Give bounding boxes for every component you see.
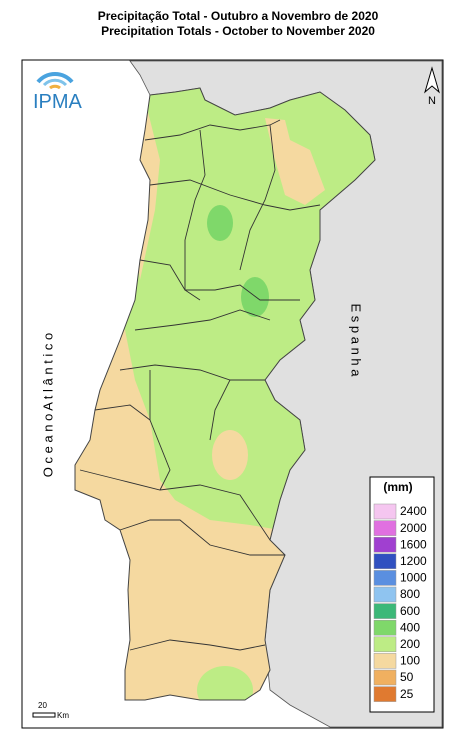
legend-label: 25: [400, 687, 414, 701]
legend-label: 600: [400, 604, 420, 618]
legend-label: 400: [400, 620, 420, 634]
scale-unit: Km: [57, 711, 69, 720]
legend-swatch: [373, 653, 397, 669]
legend-swatch: [373, 570, 397, 586]
spain-label: E s p a n h a: [349, 304, 364, 378]
legend-label: 2400: [400, 504, 427, 518]
logo-arc-2: [42, 78, 68, 87]
legend-swatch: [373, 553, 397, 570]
legend-label: 1000: [400, 571, 427, 585]
district-borders: [79, 119, 321, 651]
precip-400-a: [207, 205, 233, 241]
precip-400-b: [241, 277, 269, 317]
legend-swatch: [373, 603, 397, 619]
legend-label: 200: [400, 637, 420, 651]
legend-swatch: [373, 503, 397, 520]
legend-swatch: [373, 586, 397, 603]
scale-bar-rect: [32, 712, 56, 718]
legend-swatch: [373, 636, 397, 653]
legend-swatch: [373, 520, 397, 536]
legend-label: 800: [400, 587, 420, 601]
scale-bar: 20 Km: [32, 701, 69, 720]
legend-label: 2000: [400, 521, 427, 535]
scale-value: 20: [38, 701, 47, 710]
legend-label: 100: [400, 654, 420, 668]
legend-label: 1200: [400, 554, 427, 568]
legend-swatch: [373, 686, 397, 702]
legend-label: 50: [400, 670, 414, 684]
north-arrow-shape: [424, 66, 440, 94]
precip-100-ne: [265, 118, 325, 205]
title-pt: Precipitação Total - Outubro a Novembro …: [98, 9, 379, 23]
legend-title: (mm): [383, 480, 412, 494]
ipma-logo: IPMA: [33, 71, 83, 113]
precip-100-center: [212, 430, 248, 480]
legend-swatch: [373, 619, 397, 636]
logo-text: IPMA: [33, 91, 83, 113]
precip-200-algarve: [197, 666, 253, 700]
legend-swatch: [373, 669, 397, 686]
legend: (mm) 2400 2000 1600 1200 1000 800 600 400 200 100…: [369, 476, 435, 713]
north-label: N: [428, 95, 436, 107]
title-en: Precipitation Totals - October to Novemb…: [101, 24, 375, 38]
logo-arc-3: [49, 84, 61, 90]
legend-swatch: [373, 536, 397, 553]
north-arrow: N: [424, 66, 440, 107]
logo-arc-1: [36, 71, 74, 84]
ocean-label: O c e a n o A t l â n t i c o: [40, 333, 55, 478]
legend-label: 1600: [400, 537, 427, 551]
